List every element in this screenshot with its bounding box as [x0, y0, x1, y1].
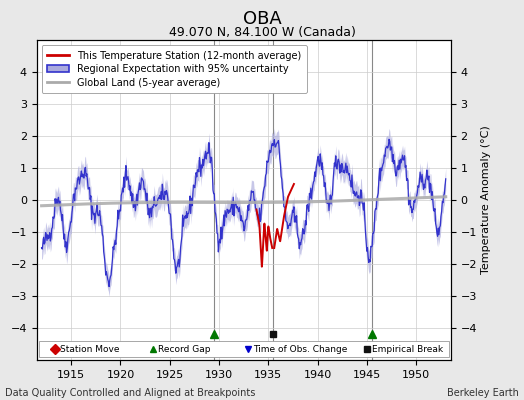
Legend: This Temperature Station (12-month average), Regional Expectation with 95% uncer: This Temperature Station (12-month avera… [41, 45, 307, 93]
Y-axis label: Temperature Anomaly (°C): Temperature Anomaly (°C) [481, 126, 491, 274]
Text: 49.070 N, 84.100 W (Canada): 49.070 N, 84.100 W (Canada) [169, 26, 355, 39]
Text: Record Gap: Record Gap [158, 345, 211, 354]
Text: OBA: OBA [243, 10, 281, 28]
Text: Empirical Break: Empirical Break [372, 345, 443, 354]
Text: Berkeley Earth: Berkeley Earth [447, 388, 519, 398]
Text: Station Move: Station Move [60, 345, 119, 354]
Text: Time of Obs. Change: Time of Obs. Change [253, 345, 347, 354]
Text: Data Quality Controlled and Aligned at Breakpoints: Data Quality Controlled and Aligned at B… [5, 388, 256, 398]
FancyBboxPatch shape [39, 342, 449, 358]
